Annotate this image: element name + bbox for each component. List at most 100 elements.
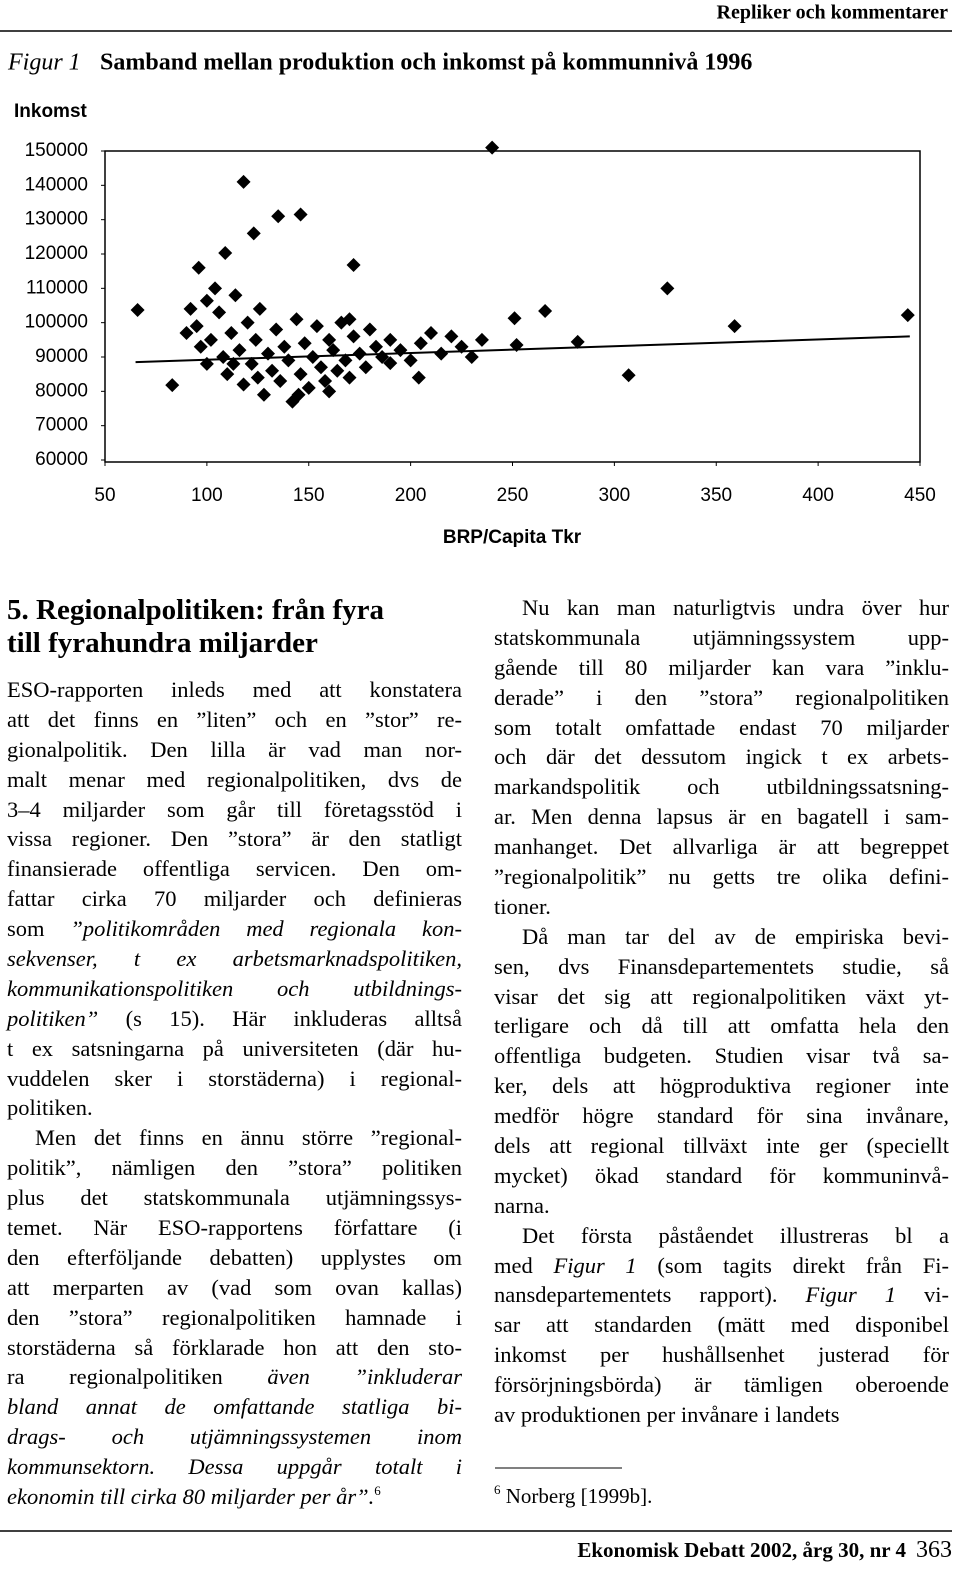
x-tick-label: 200 — [395, 485, 427, 506]
page-number: 363 — [916, 1537, 952, 1563]
x-tick-label: 150 — [293, 485, 325, 506]
text-run: (s 15). Här inkluderas alltså — [98, 1005, 462, 1031]
scatter-point — [240, 315, 255, 330]
scatter-point — [346, 329, 361, 344]
text-line: av produktionen per invånare i landets — [494, 1402, 840, 1428]
scatter-point — [226, 356, 241, 371]
paragraph: ESO-rapporten inleds med att konstatera a… — [7, 675, 462, 1123]
scatter-point — [330, 363, 345, 378]
italic-run: Figur 1 — [553, 1252, 637, 1278]
right-column: Nu kan man naturligtvis undra över hur st… — [494, 593, 949, 1430]
text-run: nansdepartementets rapport). — [494, 1282, 806, 1308]
scatter-point — [570, 334, 585, 349]
italic-run: kommunsektorn. Dessa uppgår totalt i — [7, 1454, 462, 1480]
scatter-point — [291, 387, 306, 402]
italic-run: ekonomin till cirka 80 miljarder per år”… — [7, 1484, 375, 1510]
text-run: med — [494, 1252, 554, 1278]
text-line: försörjningsbörda) är tämligen oberoende — [494, 1372, 949, 1398]
text-line: ar. Men denna lapsus är en bagatell i sa… — [494, 804, 949, 830]
x-tick-label: 350 — [700, 485, 732, 506]
x-tick-label: 100 — [191, 485, 223, 506]
text-line: att det finns en ”liten” och en ”stor” r… — [7, 706, 462, 732]
text-line: Nu kan man naturligtvis undra över hur — [522, 595, 949, 620]
y-tick-label: 60000 — [35, 449, 88, 470]
scatter-point — [271, 209, 286, 224]
paragraph: Men det finns en ännu större ”regional-p… — [7, 1123, 462, 1512]
text-line: dels att regional tillväxt inte ger (spe… — [494, 1133, 949, 1159]
text-line: politiken. — [7, 1095, 93, 1121]
scatter-point — [338, 353, 353, 368]
scatter-point — [212, 305, 227, 320]
journal: Ekonomisk Debatt 2002, årg 30, nr 4 — [577, 1538, 906, 1562]
y-tick-label: 100000 — [25, 312, 88, 333]
text-line: drags- och utjämningssystemen inom — [7, 1422, 462, 1452]
text-line: som totalt omfattade endast 70 miljarder — [494, 714, 949, 740]
text-line: ESO-rapporten inleds med att konstatera — [7, 677, 462, 702]
text-line: malt menar med regionalpolitiken, dvs de — [7, 766, 462, 792]
scatter-point — [393, 343, 408, 358]
scatter-point — [434, 346, 449, 361]
scatter-point — [216, 350, 231, 364]
y-tick-label: 140000 — [25, 174, 88, 195]
paragraph: Då man tar del av de empiriska bevi-sen,… — [494, 922, 949, 1221]
text-line: Det första påståendet illustreras bl a — [522, 1222, 949, 1248]
running-title: Repliker och kommentarer — [717, 2, 949, 24]
heading: 5. Regionalpolitiken: från fyra till fyra… — [7, 594, 462, 660]
scatter-point — [900, 308, 915, 323]
scatter-point — [383, 356, 398, 371]
text-line: mycket) ökad standard för kommuninvå- — [494, 1162, 949, 1188]
text-line: Då man tar del av de empiriska bevi- — [522, 923, 949, 949]
text-line: bland annat de omfattande statliga bi- — [7, 1392, 462, 1422]
scatter-point — [293, 207, 308, 222]
text-line: sen, dvs Finansdepartementets studie, så — [494, 953, 949, 979]
italic-run: Figur 1 — [805, 1282, 897, 1308]
scatter-point — [444, 329, 459, 344]
scatter-point — [256, 387, 271, 402]
scatter-point — [403, 353, 418, 368]
paragraph: Det första påståendet illustreras bl a me… — [494, 1221, 949, 1430]
text-line: terligare och då till att omfatta hela d… — [494, 1013, 949, 1039]
text-line: och där det dessutom ingick t ex arbets- — [494, 744, 949, 770]
text-run: (som tagits direkt från Fi- — [636, 1252, 949, 1278]
scatter-point — [203, 332, 218, 347]
y-tick-label: 110000 — [26, 277, 88, 298]
scatter-point — [130, 302, 145, 317]
footnote-number: 6 — [494, 1482, 501, 1497]
trend-line — [135, 335, 910, 364]
scatter-point — [660, 281, 675, 296]
text-line: plus det statskommunala utjämningssys- — [7, 1185, 462, 1211]
scatter-point — [244, 356, 259, 371]
scatter-point — [165, 378, 180, 393]
left-column: 5. Regionalpolitiken: från fyra till fyra… — [7, 594, 462, 1512]
text-line: ker, dels att högproduktiva regioner int… — [494, 1073, 949, 1099]
x-tick-label: 450 — [904, 485, 936, 506]
text-line: tioner. — [494, 893, 551, 919]
footnote: 6 Norberg [1999b]. — [494, 1482, 652, 1509]
italic-run: även ”inkluderar — [267, 1364, 462, 1390]
italic-run: drags- och utjämningssystemen inom — [7, 1424, 462, 1450]
scatter-point — [322, 332, 337, 347]
text-line: visar det sig att regionalpolitiken växt… — [494, 983, 949, 1009]
text-line: derade” i den ”stora” regionalpolitiken — [494, 684, 949, 710]
figure-label: Figur 1 — [7, 50, 81, 76]
y-tick-label: 130000 — [25, 209, 88, 230]
text-line: finansierade offentliga servicen. Den om… — [7, 856, 462, 882]
figure: Repliker och kommentarer Figur 1 Samband… — [0, 2, 952, 548]
scatter-point — [621, 368, 636, 383]
scatter-point — [191, 260, 206, 275]
scatter-point — [485, 140, 500, 155]
scatter-point — [368, 339, 383, 354]
text-line: manhanget. Det allvarliga är att begrepp… — [494, 834, 949, 860]
scatter-point — [179, 325, 194, 340]
text-line: nansdepartementets rapport). Figur 1 vi- — [494, 1280, 949, 1310]
scatter-point — [507, 311, 522, 326]
scatter-point — [208, 281, 223, 296]
scatter-point — [313, 360, 328, 375]
text-line: narna. — [494, 1192, 550, 1218]
heading-line: till fyrahundra miljarder — [7, 627, 318, 659]
scatter-point — [248, 332, 263, 347]
scatter-point — [281, 353, 296, 368]
text-line: den efterföljande debatten) upplystes om — [7, 1244, 462, 1270]
italic-run: bland annat de omfattande statliga bi- — [7, 1394, 462, 1420]
scatter-point — [289, 312, 304, 327]
